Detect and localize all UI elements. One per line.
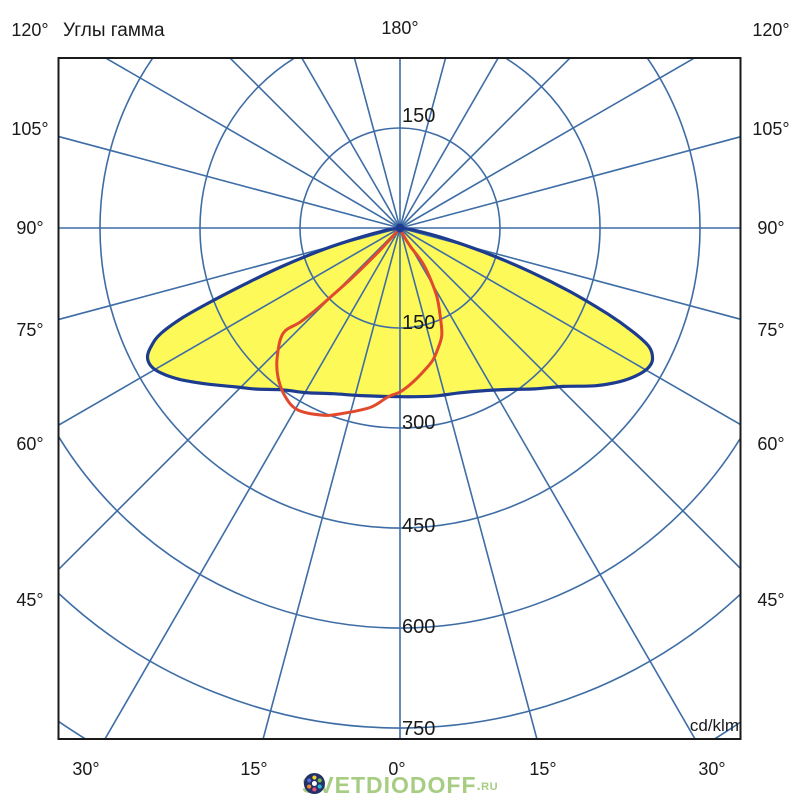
radial-tick-label: 750 [402, 718, 435, 740]
gamma-label-bottom: 30° [698, 759, 725, 779]
radial-tick-label: 450 [402, 515, 435, 537]
gamma-label-bottom: 15° [529, 759, 556, 779]
radial-tick-label: 600 [402, 616, 435, 638]
red_curve [275, 226, 444, 417]
gamma-ray [262, 227, 401, 739]
gamma-ray [399, 58, 500, 229]
gamma-ray [104, 227, 401, 739]
watermark-text-ru: .ru [476, 777, 499, 794]
radial-tick-label: 150 [402, 105, 435, 127]
gamma-ray [228, 58, 401, 229]
gamma-label-left: 120° [11, 20, 48, 40]
gamma-label-right: 105° [752, 119, 789, 139]
radial-tick-label: 300 [402, 412, 435, 434]
gamma-ray [353, 58, 401, 229]
gamma-ray [58, 227, 401, 321]
gamma-ray [300, 58, 401, 229]
gamma-label-bottom: 15° [240, 759, 267, 779]
radial-tick-label: 150 [402, 312, 435, 334]
gamma-ray [58, 227, 401, 427]
gamma-ray [399, 227, 741, 321]
gamma-label-left: 60° [16, 434, 43, 454]
gamma-ray [399, 227, 741, 426]
gamma-ray [399, 58, 572, 229]
gamma-label-right: 75° [757, 320, 784, 340]
gamma-label-left: 105° [11, 119, 48, 139]
yellow_lobe [145, 226, 655, 399]
watermark-logo-icon [303, 772, 325, 795]
gamma-label-right: 90° [757, 218, 784, 238]
gamma-label-right: 120° [752, 20, 789, 40]
gamma-ray [399, 227, 696, 739]
gamma-ray [103, 58, 401, 229]
gamma-ray [399, 58, 697, 229]
plot-border [57, 57, 742, 740]
chart-title: Углы гамма [63, 20, 165, 41]
watermark-text-diodoff: DIODOFF [366, 772, 477, 798]
gamma-ray [58, 135, 401, 229]
gamma-label-left: 90° [16, 218, 43, 238]
gamma-label-bottom: 30° [72, 759, 99, 779]
gamma-label-left: 45° [16, 590, 43, 610]
center-dot [395, 223, 405, 233]
gamma-label-top: 180° [381, 18, 418, 38]
gamma-ray [399, 135, 741, 229]
gamma-label-bottom: 0° [388, 759, 405, 779]
gamma-ray [399, 58, 447, 229]
watermark: SVET DIODOFF .ru [302, 772, 498, 799]
gamma-ray [399, 227, 741, 570]
unit-label: cd/klm [690, 716, 739, 735]
gamma-label-right: 60° [757, 434, 784, 454]
gamma-ray [399, 227, 538, 739]
gamma-label-left: 75° [16, 320, 43, 340]
gamma-label-right: 45° [757, 590, 784, 610]
curves-layer [145, 223, 655, 417]
